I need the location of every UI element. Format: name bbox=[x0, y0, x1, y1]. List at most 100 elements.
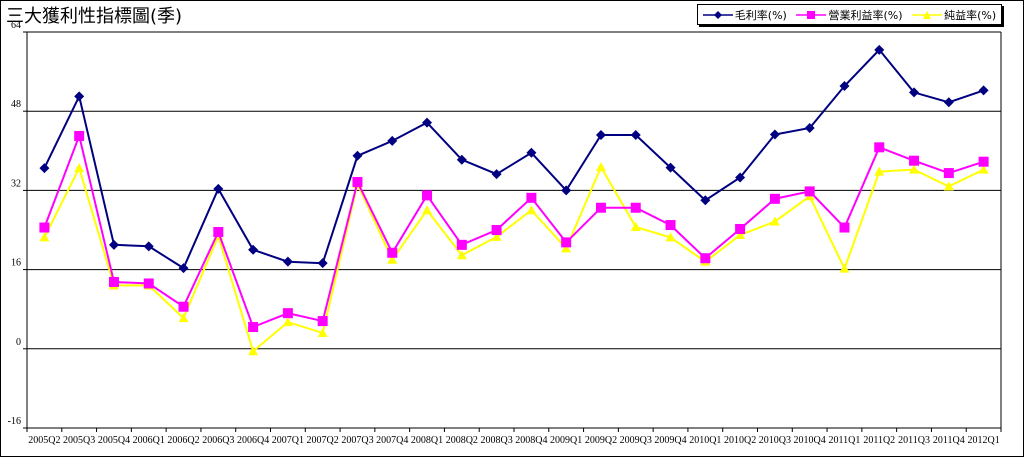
data-point-triangle bbox=[978, 164, 989, 174]
data-point-square bbox=[143, 278, 154, 289]
x-tick-label: 2011Q2 bbox=[863, 435, 895, 446]
data-point-triangle bbox=[387, 254, 398, 264]
data-point-diamond bbox=[630, 129, 641, 140]
x-tick-label: 2009Q4 bbox=[654, 435, 686, 446]
legend-label-operating-margin: 營業利益率(%) bbox=[828, 8, 903, 22]
data-point-diamond bbox=[909, 87, 920, 98]
data-point-triangle bbox=[874, 166, 885, 176]
data-point-triangle bbox=[526, 205, 537, 215]
data-point-diamond bbox=[943, 97, 954, 108]
data-point-diamond bbox=[839, 80, 850, 91]
data-point-square bbox=[74, 130, 85, 141]
x-tick-label: 2006Q1 bbox=[133, 435, 165, 446]
legend-marker-triangle-icon bbox=[912, 10, 943, 19]
data-point-diamond bbox=[108, 239, 119, 250]
data-point-square bbox=[874, 142, 885, 153]
data-point-triangle bbox=[74, 163, 85, 173]
data-point-square bbox=[561, 237, 572, 248]
x-tick-label: 2011Q4 bbox=[933, 435, 965, 446]
legend-marker-diamond-icon bbox=[702, 10, 733, 19]
x-tick-label: 2005Q4 bbox=[98, 435, 130, 446]
data-point-diamond bbox=[700, 195, 711, 206]
y-tick-label: -16 bbox=[8, 416, 21, 427]
data-point-triangle bbox=[282, 317, 293, 327]
x-tick-label: 2010Q3 bbox=[759, 435, 791, 446]
data-point-triangle bbox=[317, 327, 328, 337]
data-point-square bbox=[39, 222, 50, 233]
data-point-triangle bbox=[909, 164, 920, 174]
data-point-diamond bbox=[456, 154, 467, 165]
data-point-square bbox=[978, 156, 989, 167]
data-point-square bbox=[630, 202, 641, 213]
x-tick-label: 2009Q1 bbox=[550, 435, 582, 446]
y-tick-label: 16 bbox=[11, 258, 21, 269]
data-point-square bbox=[700, 253, 711, 264]
data-point-square bbox=[909, 155, 920, 166]
x-tick-label: 2008Q3 bbox=[480, 435, 512, 446]
x-tick-label: 2011Q1 bbox=[829, 435, 861, 446]
data-point-square bbox=[422, 190, 433, 201]
data-point-diamond bbox=[248, 244, 259, 255]
data-point-triangle bbox=[769, 216, 780, 226]
series-line-0 bbox=[43, 48, 984, 270]
data-point-diamond bbox=[735, 172, 746, 183]
x-tick-label: 2007Q3 bbox=[341, 435, 373, 446]
data-point-diamond bbox=[561, 185, 572, 196]
data-point-diamond bbox=[769, 129, 780, 140]
data-point-triangle bbox=[248, 346, 259, 356]
data-point-triangle bbox=[943, 181, 954, 191]
data-point-square bbox=[248, 322, 259, 333]
y-tick-label: 64 bbox=[11, 20, 21, 31]
data-point-square bbox=[595, 202, 606, 213]
data-point-square bbox=[282, 308, 293, 319]
data-point-triangle bbox=[839, 263, 850, 273]
x-tick-label: 2006Q2 bbox=[167, 435, 199, 446]
x-tick-label: 2006Q3 bbox=[202, 435, 234, 446]
x-tick-label: 2008Q2 bbox=[446, 435, 478, 446]
data-point-triangle bbox=[456, 250, 467, 260]
chart-legend: 毛利率(%) 營業利益率(%) 純益率(%) bbox=[697, 4, 1002, 25]
data-point-diamond bbox=[352, 150, 363, 161]
legend-item-gross-margin: 毛利率(%) bbox=[702, 7, 787, 23]
x-tick-label: 2007Q2 bbox=[307, 435, 339, 446]
data-point-diamond bbox=[317, 258, 328, 269]
x-tick-label: 2010Q2 bbox=[724, 435, 756, 446]
data-point-square bbox=[108, 276, 119, 287]
data-point-triangle bbox=[630, 222, 641, 232]
y-tick-label: 48 bbox=[11, 99, 21, 110]
data-point-diamond bbox=[665, 162, 676, 173]
data-point-square bbox=[526, 192, 537, 203]
legend-item-net-margin: 純益率(%) bbox=[912, 7, 996, 23]
x-tick-label: 2009Q2 bbox=[585, 435, 617, 446]
data-point-square bbox=[178, 301, 189, 312]
x-tick-label: 2007Q1 bbox=[272, 435, 304, 446]
data-point-square bbox=[387, 247, 398, 258]
x-tick-label: 2009Q3 bbox=[620, 435, 652, 446]
data-point-diamond bbox=[143, 241, 154, 252]
x-tick-label: 2007Q4 bbox=[376, 435, 408, 446]
x-tick-label: 2011Q3 bbox=[898, 435, 930, 446]
series-line-2 bbox=[43, 164, 985, 354]
data-point-triangle bbox=[39, 232, 50, 242]
data-point-diamond bbox=[874, 44, 885, 55]
y-tick-label: 0 bbox=[16, 337, 21, 348]
y-tick-label: 32 bbox=[11, 178, 21, 189]
data-point-square bbox=[943, 168, 954, 179]
legend-item-operating-margin: 營業利益率(%) bbox=[796, 7, 903, 23]
data-point-diamond bbox=[387, 135, 398, 146]
data-point-triangle bbox=[665, 232, 676, 242]
x-tick-label: 2012Q1 bbox=[967, 435, 999, 446]
data-point-square bbox=[317, 316, 328, 327]
data-point-triangle bbox=[735, 229, 746, 239]
data-point-square bbox=[456, 239, 467, 250]
data-point-square bbox=[213, 226, 224, 237]
data-point-diamond bbox=[178, 263, 189, 274]
chart-title: 三大獲利性指標圖(季) bbox=[6, 6, 183, 27]
data-point-square bbox=[804, 186, 815, 197]
data-point-triangle bbox=[178, 313, 189, 323]
data-point-square bbox=[665, 220, 676, 231]
data-point-diamond bbox=[526, 147, 537, 158]
data-point-diamond bbox=[213, 183, 224, 194]
data-point-square bbox=[769, 193, 780, 204]
